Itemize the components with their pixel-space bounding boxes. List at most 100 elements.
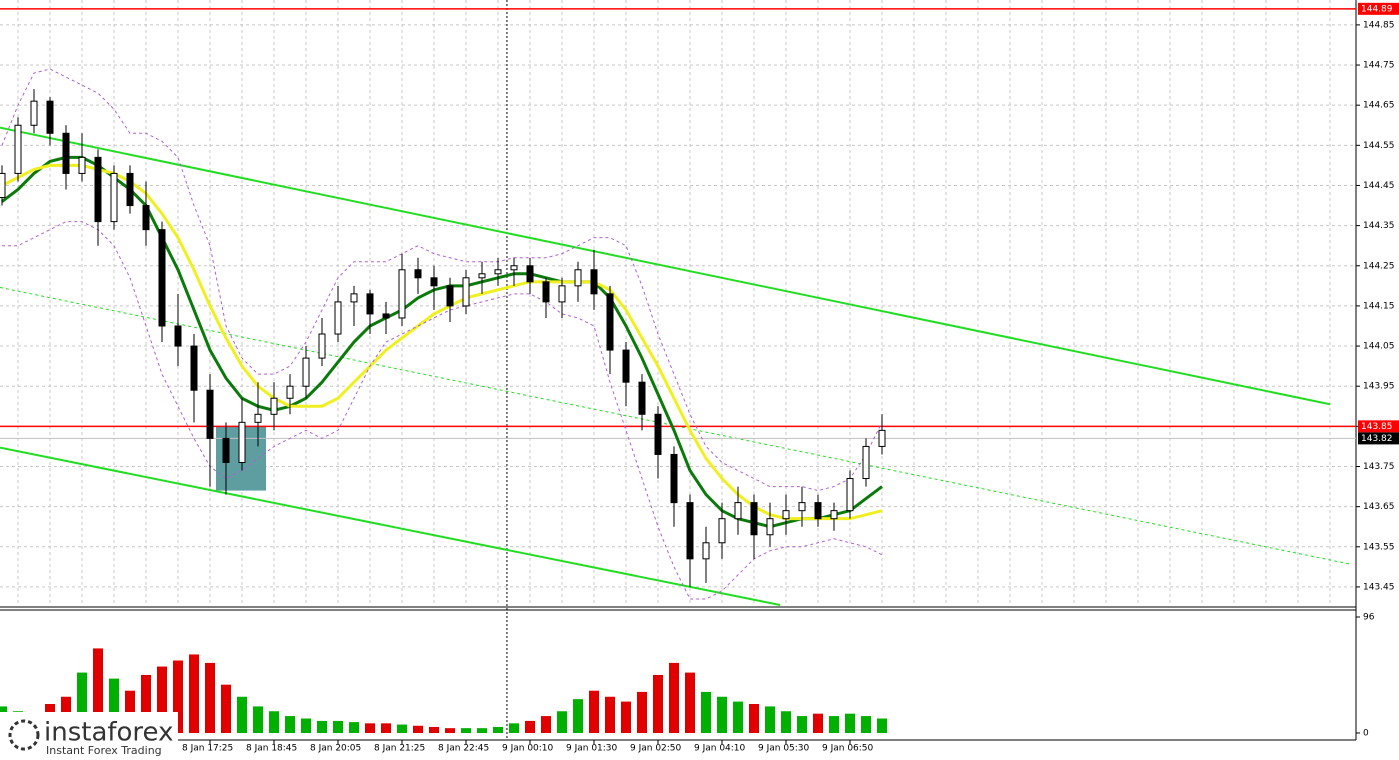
x-tick-label: 8 Jan 21:25 (374, 744, 425, 754)
volume-bar (189, 654, 199, 733)
candle-body (126, 172, 134, 207)
volume-bar (253, 706, 263, 733)
candle-body (846, 478, 854, 512)
candle-body (478, 273, 486, 279)
volume-bar (125, 690, 135, 733)
candle-body (78, 156, 86, 174)
candle-body (702, 542, 710, 560)
volume-bar (733, 701, 743, 733)
volume-bar (653, 674, 663, 733)
volume-bar (221, 684, 231, 733)
candle-body (558, 285, 566, 303)
y-tick-label: 144.55 (1363, 141, 1395, 151)
volume-bar (93, 648, 103, 733)
price-label-box (1358, 2, 1399, 15)
volume-bar (317, 720, 327, 733)
volume-bar (573, 699, 583, 733)
candle-body (190, 345, 198, 391)
logo-background (0, 712, 178, 760)
price-label: 144.89 (1361, 4, 1393, 14)
volume-bar (285, 716, 295, 733)
volume-bar (829, 716, 839, 733)
volume-bar (877, 718, 887, 733)
trendline (0, 126, 1331, 406)
x-tick-label: 9 Jan 01:30 (566, 744, 618, 754)
y-tick-label: 143.65 (1363, 502, 1395, 512)
volume-bar (109, 678, 119, 733)
volume-bar (685, 672, 695, 733)
volume-bar (445, 728, 455, 733)
x-tick-label: 9 Jan 05:30 (758, 744, 810, 754)
volume-bar (525, 720, 535, 733)
candle-body (62, 132, 70, 174)
y-tick-label: 144.75 (1363, 61, 1395, 71)
candle-body (14, 124, 22, 174)
volume-bar (621, 701, 631, 733)
candle-body (862, 445, 870, 480)
volume-bar (589, 690, 599, 733)
candle-body (398, 269, 406, 319)
candle-body (270, 397, 278, 415)
volume-bar (861, 716, 871, 733)
volume-bar (157, 666, 167, 733)
candle-body (622, 349, 630, 383)
volume-bar (845, 713, 855, 733)
x-tick-label: 9 Jan 04:10 (694, 744, 746, 754)
candle-body (510, 265, 518, 271)
candle-body (590, 269, 598, 295)
price-label-box (1358, 432, 1399, 445)
candle-body (366, 293, 374, 315)
price-label-box (1358, 420, 1399, 433)
candle-body (638, 381, 646, 415)
volume-tick-label: 0 (1363, 729, 1369, 739)
trendline (0, 446, 781, 606)
candle-body (350, 293, 358, 303)
volume-bar (557, 711, 567, 733)
candle-body (526, 265, 534, 283)
candle-body (94, 156, 102, 223)
candle-body (238, 421, 246, 463)
candle-body (814, 502, 822, 520)
x-tick-label: 8 Jan 18:45 (246, 744, 297, 754)
volume-bar (669, 662, 679, 733)
x-tick-label: 8 Jan 20:05 (310, 744, 361, 754)
logo-icon (8, 719, 40, 751)
logo: instaforex Instant Forex Trading (0, 712, 178, 760)
x-tick-label: 8 Jan 22:45 (438, 744, 489, 754)
y-tick-label: 143.75 (1363, 462, 1395, 472)
volume-bar (813, 713, 823, 733)
volume-bar (349, 722, 359, 733)
candle-body (206, 389, 214, 439)
y-tick-label: 144.05 (1363, 342, 1395, 352)
volume-bar (413, 725, 423, 733)
volume-bar (205, 662, 215, 733)
candle-body (462, 277, 470, 307)
candle-body (158, 229, 166, 327)
candle-body (574, 269, 582, 287)
y-tick-label: 144.25 (1363, 261, 1395, 271)
price-label: 143.85 (1361, 422, 1393, 432)
indicator-line (1, 68, 883, 492)
y-tick-label: 143.55 (1363, 542, 1395, 552)
volume-bar (605, 696, 615, 733)
volume-bar (765, 706, 775, 733)
volume-bar (397, 724, 407, 733)
volume-bar (493, 726, 503, 733)
volume-bar (541, 716, 551, 733)
candle-body (606, 293, 614, 351)
candle-body (654, 413, 662, 455)
volume-bar (269, 711, 279, 733)
candle-body (174, 325, 182, 347)
volume-bar (365, 723, 375, 733)
candle-body (718, 518, 726, 544)
candle-body (286, 385, 294, 399)
candle-body (30, 100, 38, 126)
indicator-line (2, 221, 883, 600)
candle-body (782, 510, 790, 520)
volume-bar (429, 726, 439, 733)
candle-body (46, 100, 54, 134)
volume-bar (333, 720, 343, 733)
candle-body (318, 333, 326, 359)
logo-tagline: Instant Forex Trading (46, 744, 162, 757)
